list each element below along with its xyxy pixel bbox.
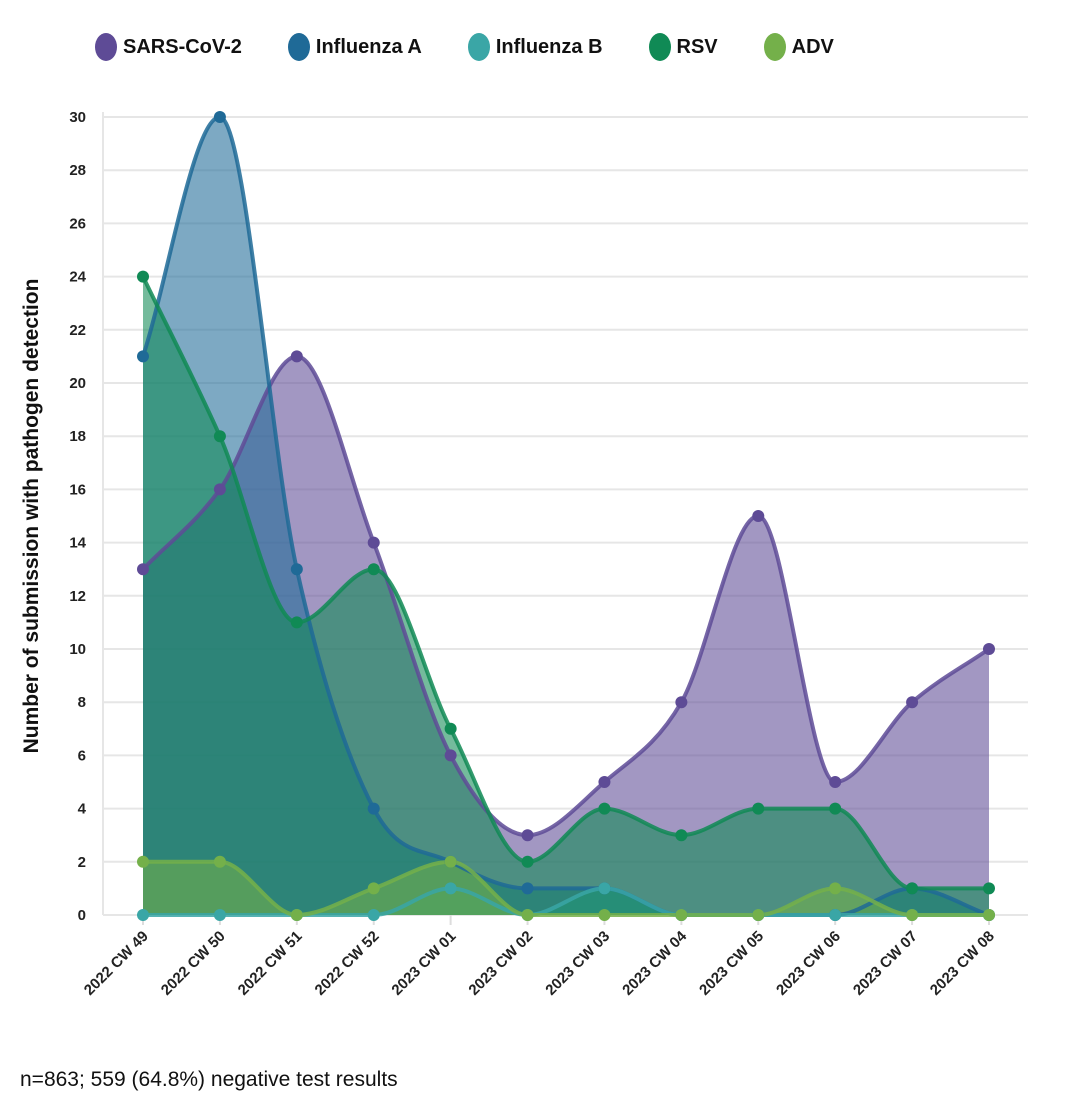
legend-label: ADV [791, 35, 834, 58]
legend-item-influenza-a[interactable]: Influenza A [287, 33, 422, 61]
point-adv [521, 909, 534, 921]
y-tick-label: 6 [78, 747, 86, 764]
legend-label: RSV [676, 35, 718, 58]
point-adv [983, 909, 995, 921]
point-adv [137, 855, 149, 868]
y-tick-label: 22 [69, 322, 86, 339]
legend-label: Influenza A [315, 35, 422, 58]
legend-marker-icon [95, 33, 117, 61]
x-tick-label: 2023 CW 01 [388, 928, 459, 999]
x-tick-label: 2023 CW 05 [696, 928, 767, 999]
y-tick-label: 4 [78, 801, 87, 818]
point-rsv [521, 855, 534, 868]
y-tick-label: 26 [69, 215, 86, 232]
point-rsv [367, 563, 380, 576]
x-tick-label: 2023 CW 08 [927, 928, 998, 999]
legend-label: Influenza B [495, 35, 603, 58]
point-rsv [906, 882, 919, 895]
y-tick-label: 0 [78, 907, 86, 924]
x-tick-label: 2023 CW 03 [542, 928, 613, 999]
y-tick-label: 30 [69, 109, 86, 126]
x-tick-label: 2022 CW 52 [312, 928, 383, 999]
point-rsv [829, 802, 842, 815]
point-rsv [137, 270, 149, 283]
legend-marker-icon [648, 33, 671, 61]
y-tick-label: 24 [69, 269, 86, 286]
y-tick-label: 18 [69, 428, 86, 445]
point-influenza-a [137, 350, 149, 363]
area-rsv [143, 276, 989, 916]
point-adv [598, 909, 611, 921]
point-sars-cov-2 [906, 696, 919, 709]
point-sars-cov-2 [290, 350, 303, 363]
x-tick-label: 2023 CW 06 [773, 928, 844, 999]
y-tick-label: 20 [69, 375, 86, 392]
x-tick-label: 2022 CW 51 [235, 928, 306, 999]
point-sars-cov-2 [829, 776, 842, 788]
point-rsv [752, 802, 765, 815]
point-influenza-a [213, 111, 226, 123]
y-tick-label: 16 [69, 481, 86, 498]
point-influenza-b [444, 882, 457, 895]
point-influenza-a [521, 882, 534, 895]
point-rsv [675, 829, 688, 842]
point-adv [367, 882, 380, 895]
point-sars-cov-2 [367, 536, 380, 549]
x-tick-label: 2022 CW 49 [81, 928, 152, 999]
point-influenza-b [213, 909, 226, 921]
y-tick-label: 8 [78, 694, 86, 711]
point-adv [290, 909, 303, 921]
point-sars-cov-2 [598, 776, 611, 788]
point-adv [213, 855, 226, 868]
point-influenza-b [829, 909, 842, 921]
point-influenza-a [367, 802, 380, 815]
legend-marker-icon [763, 33, 786, 61]
point-adv [675, 909, 688, 921]
y-tick-label: 10 [69, 641, 86, 658]
point-adv [444, 855, 457, 868]
legend-item-sars-cov-2[interactable]: SARS-CoV-2 [95, 33, 242, 61]
point-adv [752, 909, 765, 921]
legend-label: SARS-CoV-2 [123, 35, 242, 58]
y-tick-label: 2 [78, 854, 86, 871]
x-tick-label: 2023 CW 04 [619, 927, 690, 998]
legend: SARS-CoV-2 Influenza A Influenza B RSV ADV [95, 33, 880, 61]
point-sars-cov-2 [521, 829, 534, 842]
x-tick-label: 2022 CW 50 [158, 928, 229, 999]
point-influenza-a [290, 563, 303, 576]
footnote: n=863; 559 (64.8%) negative test results [20, 1068, 398, 1091]
point-influenza-b [367, 909, 380, 921]
point-rsv [444, 722, 457, 735]
point-sars-cov-2 [675, 696, 688, 709]
legend-item-rsv[interactable]: RSV [648, 33, 718, 61]
legend-marker-icon [467, 33, 490, 61]
y-tick-label: 28 [69, 162, 86, 179]
area-adv [143, 861, 989, 915]
point-sars-cov-2 [137, 563, 149, 576]
point-adv [829, 882, 842, 895]
point-influenza-b [598, 882, 611, 895]
y-tick-label: 12 [69, 588, 86, 605]
point-adv [906, 909, 919, 921]
point-sars-cov-2 [983, 643, 995, 655]
y-tick-label: 14 [69, 535, 86, 552]
point-rsv [290, 616, 303, 629]
x-tick-label: 2023 CW 07 [850, 928, 921, 999]
point-rsv [598, 802, 611, 815]
legend-item-adv[interactable]: ADV [763, 33, 834, 61]
point-sars-cov-2 [213, 483, 226, 496]
point-rsv [983, 882, 995, 895]
point-rsv [213, 430, 226, 443]
point-sars-cov-2 [444, 749, 457, 762]
y-axis-label: Number of submission with pathogen detec… [20, 279, 43, 754]
point-sars-cov-2 [752, 510, 765, 522]
point-influenza-b [137, 909, 149, 921]
x-tick-label: 2023 CW 02 [465, 928, 536, 999]
legend-marker-icon [287, 33, 310, 61]
legend-item-influenza-b[interactable]: Influenza B [467, 33, 603, 61]
area-chart: Number of submission with pathogen detec… [20, 109, 1028, 999]
